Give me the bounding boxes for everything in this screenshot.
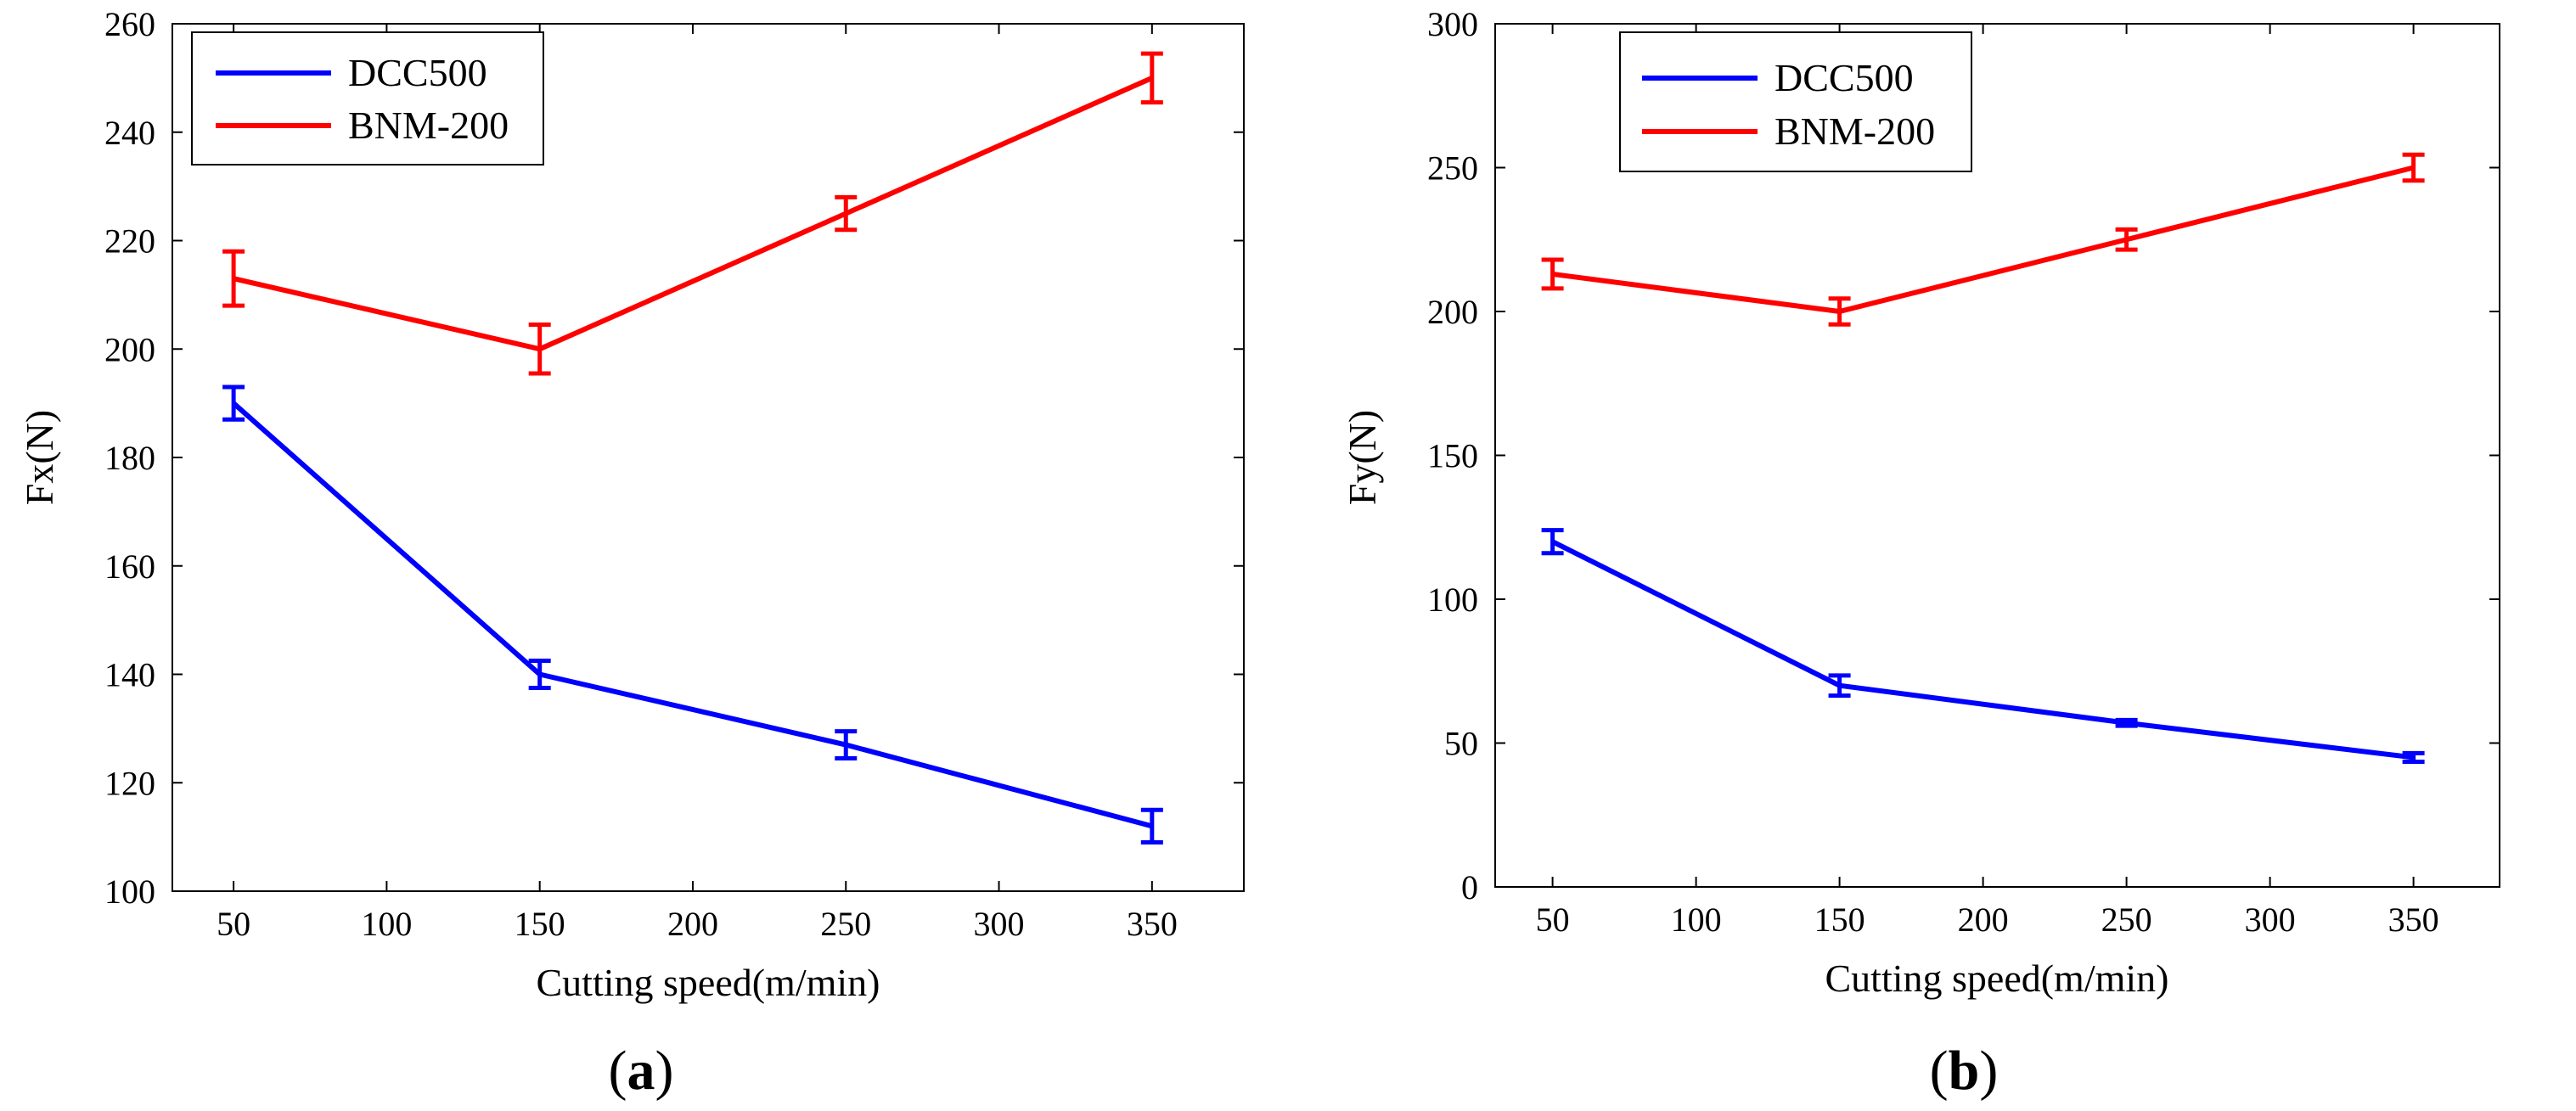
x-tick-label: 250 xyxy=(820,905,871,943)
y-axis-label-b: Fy(N) xyxy=(1341,410,1384,505)
series-b xyxy=(1541,152,2425,765)
x-tick-label: 150 xyxy=(1814,901,1865,939)
series-line-dcc500 xyxy=(232,401,1153,829)
x-tick-label: 150 xyxy=(515,905,565,943)
panel-label-letter-a: a xyxy=(627,1040,655,1102)
legend-label-bnm200-a: BNM-200 xyxy=(348,104,509,147)
y-tick-label: 100 xyxy=(104,873,155,911)
series-a xyxy=(222,51,1163,845)
y-tick-label: 200 xyxy=(104,330,155,368)
x-tick-label: 200 xyxy=(1958,901,2009,939)
y-axis-label-a: Fx(N) xyxy=(18,410,61,505)
x-tick-label: 100 xyxy=(361,905,412,943)
chart-panel-a: 100 120 140 160 180 200 220 240 260 50 100 150 200 2… xyxy=(18,5,1245,1102)
legend-label-dcc500-a: DCC500 xyxy=(348,51,487,94)
y-tick-label: 250 xyxy=(1427,149,1478,188)
panel-label-close-a: ) xyxy=(655,1040,674,1102)
panel-label-b: (b) xyxy=(1930,1040,1999,1102)
x-tick-label: 50 xyxy=(217,905,250,943)
y-tick-label: 120 xyxy=(104,764,155,802)
panel-label-close-b: ) xyxy=(1979,1040,1998,1102)
legend-b: DCC500 BNM-200 xyxy=(1619,31,1972,172)
x-tick-label: 300 xyxy=(2245,901,2296,939)
x-tick-label: 300 xyxy=(974,905,1025,943)
y-tick-label: 220 xyxy=(104,222,155,261)
y-ticks-a: 100 120 140 160 180 200 220 240 260 xyxy=(104,5,1244,911)
legend-box-b xyxy=(1619,31,1972,172)
series-line-bnm200 xyxy=(1552,165,2415,314)
y-tick-label: 50 xyxy=(1444,725,1478,763)
y-ticks-b: 0 50 100 150 200 250 300 xyxy=(1427,5,2500,906)
panel-label-open-a: ( xyxy=(609,1040,627,1102)
panel-label-a: (a) xyxy=(609,1040,674,1102)
series-line-bnm200 xyxy=(233,76,1154,352)
series-line-dcc500 xyxy=(1551,539,2414,760)
y-tick-label: 260 xyxy=(104,5,155,43)
y-tick-label: 200 xyxy=(1427,293,1478,331)
x-axis-label-b: Cutting speed(m/min) xyxy=(1825,957,2168,1000)
x-ticks-b: 50 100 150 200 250 300 350 xyxy=(1536,24,2439,939)
y-tick-label: 240 xyxy=(104,114,155,152)
y-tick-label: 150 xyxy=(1427,437,1478,475)
x-tick-label: 250 xyxy=(2101,901,2152,939)
x-tick-label: 100 xyxy=(1671,901,1722,939)
x-tick-label: 200 xyxy=(667,905,718,943)
y-tick-label: 100 xyxy=(1427,581,1478,619)
x-tick-label: 350 xyxy=(1127,905,1178,943)
x-ticks-a: 50 100 150 200 250 300 350 xyxy=(217,24,1178,943)
legend-box-a xyxy=(191,31,544,166)
legend-a: DCC500 BNM-200 xyxy=(191,31,544,166)
x-axis-label-a: Cutting speed(m/min) xyxy=(536,961,880,1004)
panel-label-open-b: ( xyxy=(1930,1040,1949,1102)
x-tick-label: 350 xyxy=(2388,901,2439,939)
y-tick-label: 300 xyxy=(1427,5,1478,43)
legend-label-dcc500-b: DCC500 xyxy=(1775,56,1914,99)
x-tick-label: 50 xyxy=(1536,901,1570,939)
legend-label-bnm200-b: BNM-200 xyxy=(1775,109,1935,153)
panel-label-letter-b: b xyxy=(1949,1040,1980,1102)
y-tick-label: 0 xyxy=(1461,868,1478,906)
y-tick-label: 160 xyxy=(104,547,155,586)
y-tick-label: 180 xyxy=(104,439,155,477)
y-tick-label: 140 xyxy=(104,656,155,694)
